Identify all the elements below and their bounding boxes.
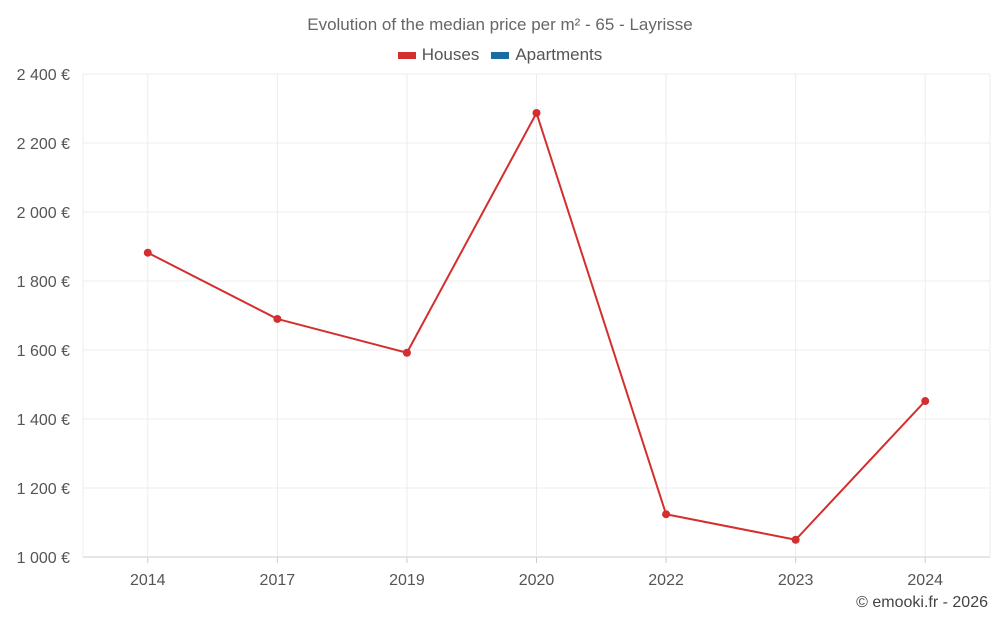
data-point[interactable] <box>921 397 930 406</box>
x-tick-label: 2020 <box>519 572 555 589</box>
series-layer <box>143 108 930 544</box>
y-tick-label: 1 600 € <box>17 343 70 360</box>
data-point[interactable] <box>662 510 671 519</box>
legend-label-houses: Houses <box>421 45 480 64</box>
chart-title: Evolution of the median price per m² - 6… <box>307 15 693 34</box>
data-point[interactable] <box>532 108 541 117</box>
legend-swatch-apartments <box>491 51 510 59</box>
x-tick-label: 2022 <box>648 572 684 589</box>
y-tick-label: 1 800 € <box>17 274 70 291</box>
y-tick-label: 1 200 € <box>17 481 70 498</box>
data-point[interactable] <box>402 348 411 357</box>
data-point[interactable] <box>791 535 800 544</box>
x-tick-label: 2019 <box>389 572 425 589</box>
x-tick-label: 2023 <box>778 572 814 589</box>
legend-swatch-houses <box>397 51 416 59</box>
chart-legend: Houses Apartments <box>0 45 1000 65</box>
data-point[interactable] <box>273 314 282 323</box>
y-tick-label: 1 400 € <box>17 412 70 429</box>
credit-footer: © emooki.fr - 2026 <box>856 594 988 611</box>
legend-item-apartments[interactable]: Apartments <box>491 45 602 65</box>
y-axis-ticks: 1 000 € 1 200 € 1 400 € 1 600 € 1 800 € 2 000… <box>17 67 70 567</box>
legend-item-houses[interactable]: Houses <box>397 45 480 65</box>
x-tick-label: 2024 <box>907 572 943 589</box>
x-tick-label: 2014 <box>130 572 166 589</box>
y-tick-label: 2 200 € <box>17 136 70 153</box>
y-tick-label: 2 400 € <box>17 67 70 84</box>
x-tick-label: 2017 <box>260 572 296 589</box>
y-tick-label: 1 000 € <box>17 550 70 567</box>
y-tick-label: 2 000 € <box>17 205 70 222</box>
grid <box>82 73 991 563</box>
legend-label-apartments: Apartments <box>515 45 603 64</box>
data-point[interactable] <box>143 248 152 257</box>
x-axis-ticks: 2014 2017 2019 2020 2022 2023 2024 <box>130 572 943 589</box>
